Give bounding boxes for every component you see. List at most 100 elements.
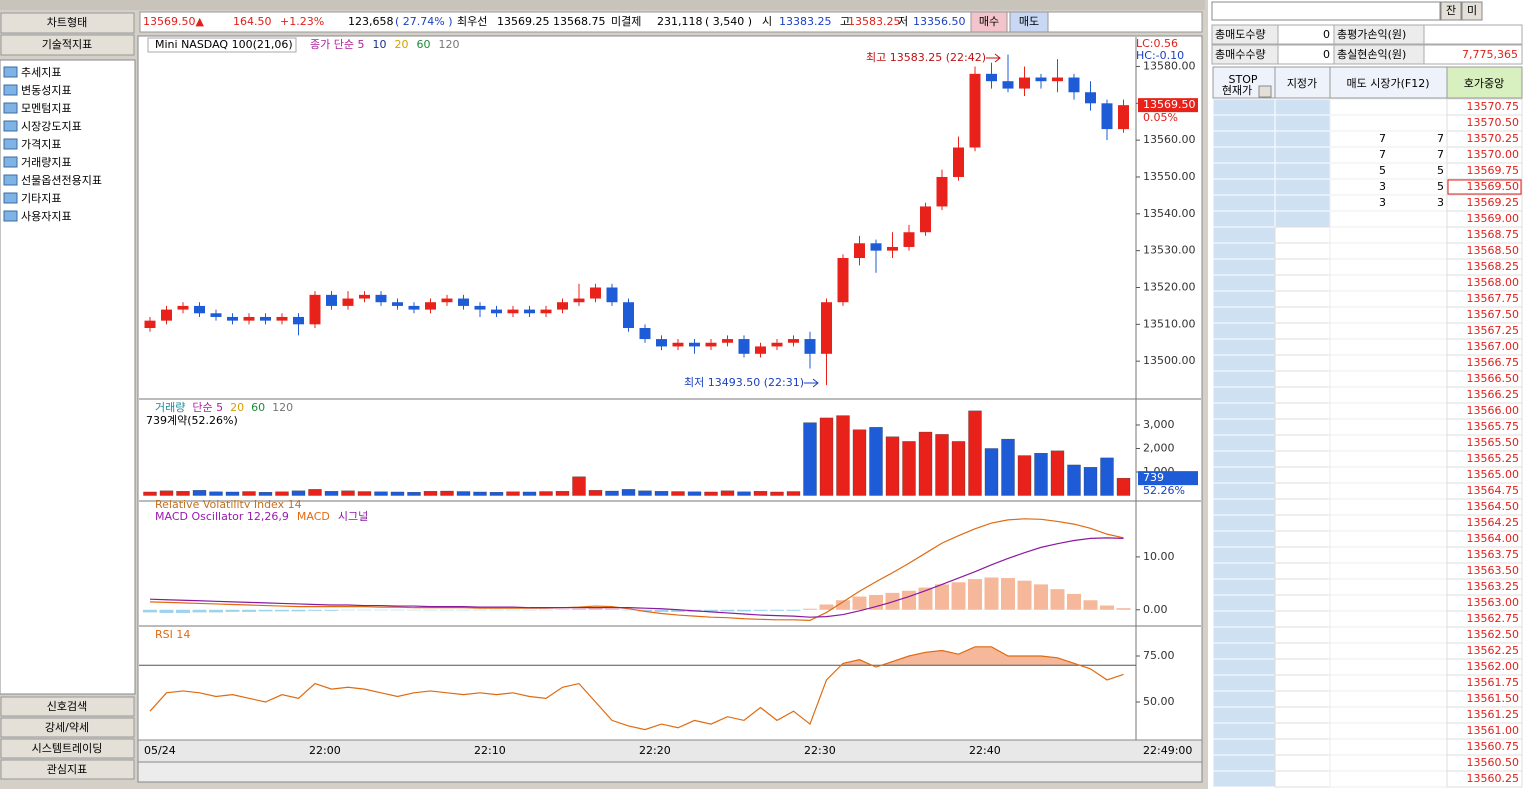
limit-cell[interactable] bbox=[1274, 658, 1331, 676]
stop-cell[interactable] bbox=[1212, 290, 1276, 308]
limit-cell[interactable] bbox=[1274, 338, 1331, 356]
stop-cell[interactable] bbox=[1212, 530, 1276, 548]
qty-cell[interactable] bbox=[1329, 450, 1448, 468]
stop-cell[interactable] bbox=[1212, 658, 1276, 676]
panel-button[interactable] bbox=[1461, 1, 1483, 21]
stop-cell[interactable] bbox=[1212, 386, 1276, 404]
stop-cell[interactable] bbox=[1212, 466, 1276, 484]
qty-cell[interactable] bbox=[1329, 722, 1448, 740]
limit-cell[interactable] bbox=[1274, 770, 1331, 788]
stop-cell[interactable] bbox=[1212, 338, 1276, 356]
folder-icon[interactable] bbox=[3, 192, 18, 204]
folder-icon[interactable] bbox=[3, 120, 18, 132]
limit-cell[interactable] bbox=[1274, 98, 1331, 116]
limit-cell[interactable] bbox=[1274, 514, 1331, 532]
limit-cell[interactable] bbox=[1274, 738, 1331, 756]
qty-cell[interactable] bbox=[1329, 642, 1448, 660]
qty-cell[interactable] bbox=[1329, 578, 1448, 596]
folder-icon[interactable] bbox=[3, 138, 18, 150]
limit-cell[interactable] bbox=[1274, 722, 1331, 740]
stop-cell[interactable] bbox=[1212, 194, 1276, 212]
limit-cell[interactable] bbox=[1274, 642, 1331, 660]
qty-cell[interactable] bbox=[1329, 354, 1448, 372]
scrollbar[interactable] bbox=[137, 761, 1203, 783]
qty-cell[interactable] bbox=[1329, 738, 1448, 756]
limit-cell[interactable] bbox=[1274, 306, 1331, 324]
stop-cell[interactable] bbox=[1212, 98, 1276, 116]
limit-cell[interactable] bbox=[1274, 594, 1331, 612]
qty-cell[interactable] bbox=[1329, 466, 1448, 484]
qty-cell[interactable] bbox=[1329, 770, 1448, 788]
qty-cell[interactable] bbox=[1329, 290, 1448, 308]
stop-cell[interactable] bbox=[1212, 402, 1276, 420]
folder-icon[interactable] bbox=[3, 210, 18, 222]
qty-cell[interactable] bbox=[1329, 690, 1448, 708]
limit-cell[interactable] bbox=[1274, 466, 1331, 484]
limit-cell[interactable] bbox=[1274, 706, 1331, 724]
stop-cell[interactable] bbox=[1212, 226, 1276, 244]
stop-cell[interactable] bbox=[1212, 146, 1276, 164]
stop-cell[interactable] bbox=[1212, 610, 1276, 628]
limit-cell[interactable] bbox=[1274, 610, 1331, 628]
limit-cell[interactable] bbox=[1274, 130, 1331, 148]
limit-cell[interactable] bbox=[1274, 450, 1331, 468]
limit-cell[interactable] bbox=[1274, 178, 1331, 196]
qty-cell[interactable] bbox=[1329, 402, 1448, 420]
limit-cell[interactable] bbox=[1274, 578, 1331, 596]
stop-cell[interactable] bbox=[1212, 370, 1276, 388]
qty-cell[interactable] bbox=[1329, 146, 1448, 164]
stop-cell[interactable] bbox=[1212, 546, 1276, 564]
stop-cell[interactable] bbox=[1212, 498, 1276, 516]
menu-button[interactable] bbox=[0, 738, 135, 759]
qty-cell[interactable] bbox=[1329, 114, 1448, 132]
limit-cell[interactable] bbox=[1274, 146, 1331, 164]
stop-cell[interactable] bbox=[1212, 130, 1276, 148]
qty-cell[interactable] bbox=[1329, 562, 1448, 580]
qty-cell[interactable] bbox=[1329, 434, 1448, 452]
qty-cell[interactable] bbox=[1329, 98, 1448, 116]
limit-cell[interactable] bbox=[1274, 498, 1331, 516]
stop-cell[interactable] bbox=[1212, 642, 1276, 660]
limit-cell[interactable] bbox=[1274, 546, 1331, 564]
sell-button[interactable] bbox=[1009, 11, 1049, 33]
limit-cell[interactable] bbox=[1274, 754, 1331, 772]
stop-cell[interactable] bbox=[1212, 210, 1276, 228]
stop-cell[interactable] bbox=[1212, 706, 1276, 724]
qty-cell[interactable] bbox=[1329, 514, 1448, 532]
limit-cell[interactable] bbox=[1274, 674, 1331, 692]
stop-cell[interactable] bbox=[1212, 722, 1276, 740]
menu-button[interactable] bbox=[0, 696, 135, 717]
limit-cell[interactable] bbox=[1274, 402, 1331, 420]
limit-cell[interactable] bbox=[1274, 226, 1331, 244]
stop-cell[interactable] bbox=[1212, 258, 1276, 276]
stop-cell[interactable] bbox=[1212, 578, 1276, 596]
limit-cell[interactable] bbox=[1274, 434, 1331, 452]
stop-cell[interactable] bbox=[1212, 482, 1276, 500]
qty-cell[interactable] bbox=[1329, 306, 1448, 324]
stop-cell[interactable] bbox=[1212, 354, 1276, 372]
limit-cell[interactable] bbox=[1274, 626, 1331, 644]
folder-icon[interactable] bbox=[3, 174, 18, 186]
stop-cell[interactable] bbox=[1212, 434, 1276, 452]
limit-cell[interactable] bbox=[1274, 210, 1331, 228]
qty-cell[interactable] bbox=[1329, 322, 1448, 340]
limit-cell[interactable] bbox=[1274, 322, 1331, 340]
qty-cell[interactable] bbox=[1329, 162, 1448, 180]
qty-cell[interactable] bbox=[1329, 258, 1448, 276]
qty-cell[interactable] bbox=[1329, 674, 1448, 692]
qty-cell[interactable] bbox=[1329, 594, 1448, 612]
stop-cell[interactable] bbox=[1212, 738, 1276, 756]
qty-cell[interactable] bbox=[1329, 546, 1448, 564]
stop-cell[interactable] bbox=[1212, 770, 1276, 788]
qty-cell[interactable] bbox=[1329, 498, 1448, 516]
qty-cell[interactable] bbox=[1329, 370, 1448, 388]
limit-cell[interactable] bbox=[1274, 242, 1331, 260]
qty-cell[interactable] bbox=[1329, 530, 1448, 548]
qty-cell[interactable] bbox=[1329, 626, 1448, 644]
limit-cell[interactable] bbox=[1274, 354, 1331, 372]
qty-cell[interactable] bbox=[1329, 178, 1448, 196]
qty-cell[interactable] bbox=[1329, 274, 1448, 292]
qty-cell[interactable] bbox=[1329, 658, 1448, 676]
qty-cell[interactable] bbox=[1329, 610, 1448, 628]
limit-cell[interactable] bbox=[1274, 194, 1331, 212]
